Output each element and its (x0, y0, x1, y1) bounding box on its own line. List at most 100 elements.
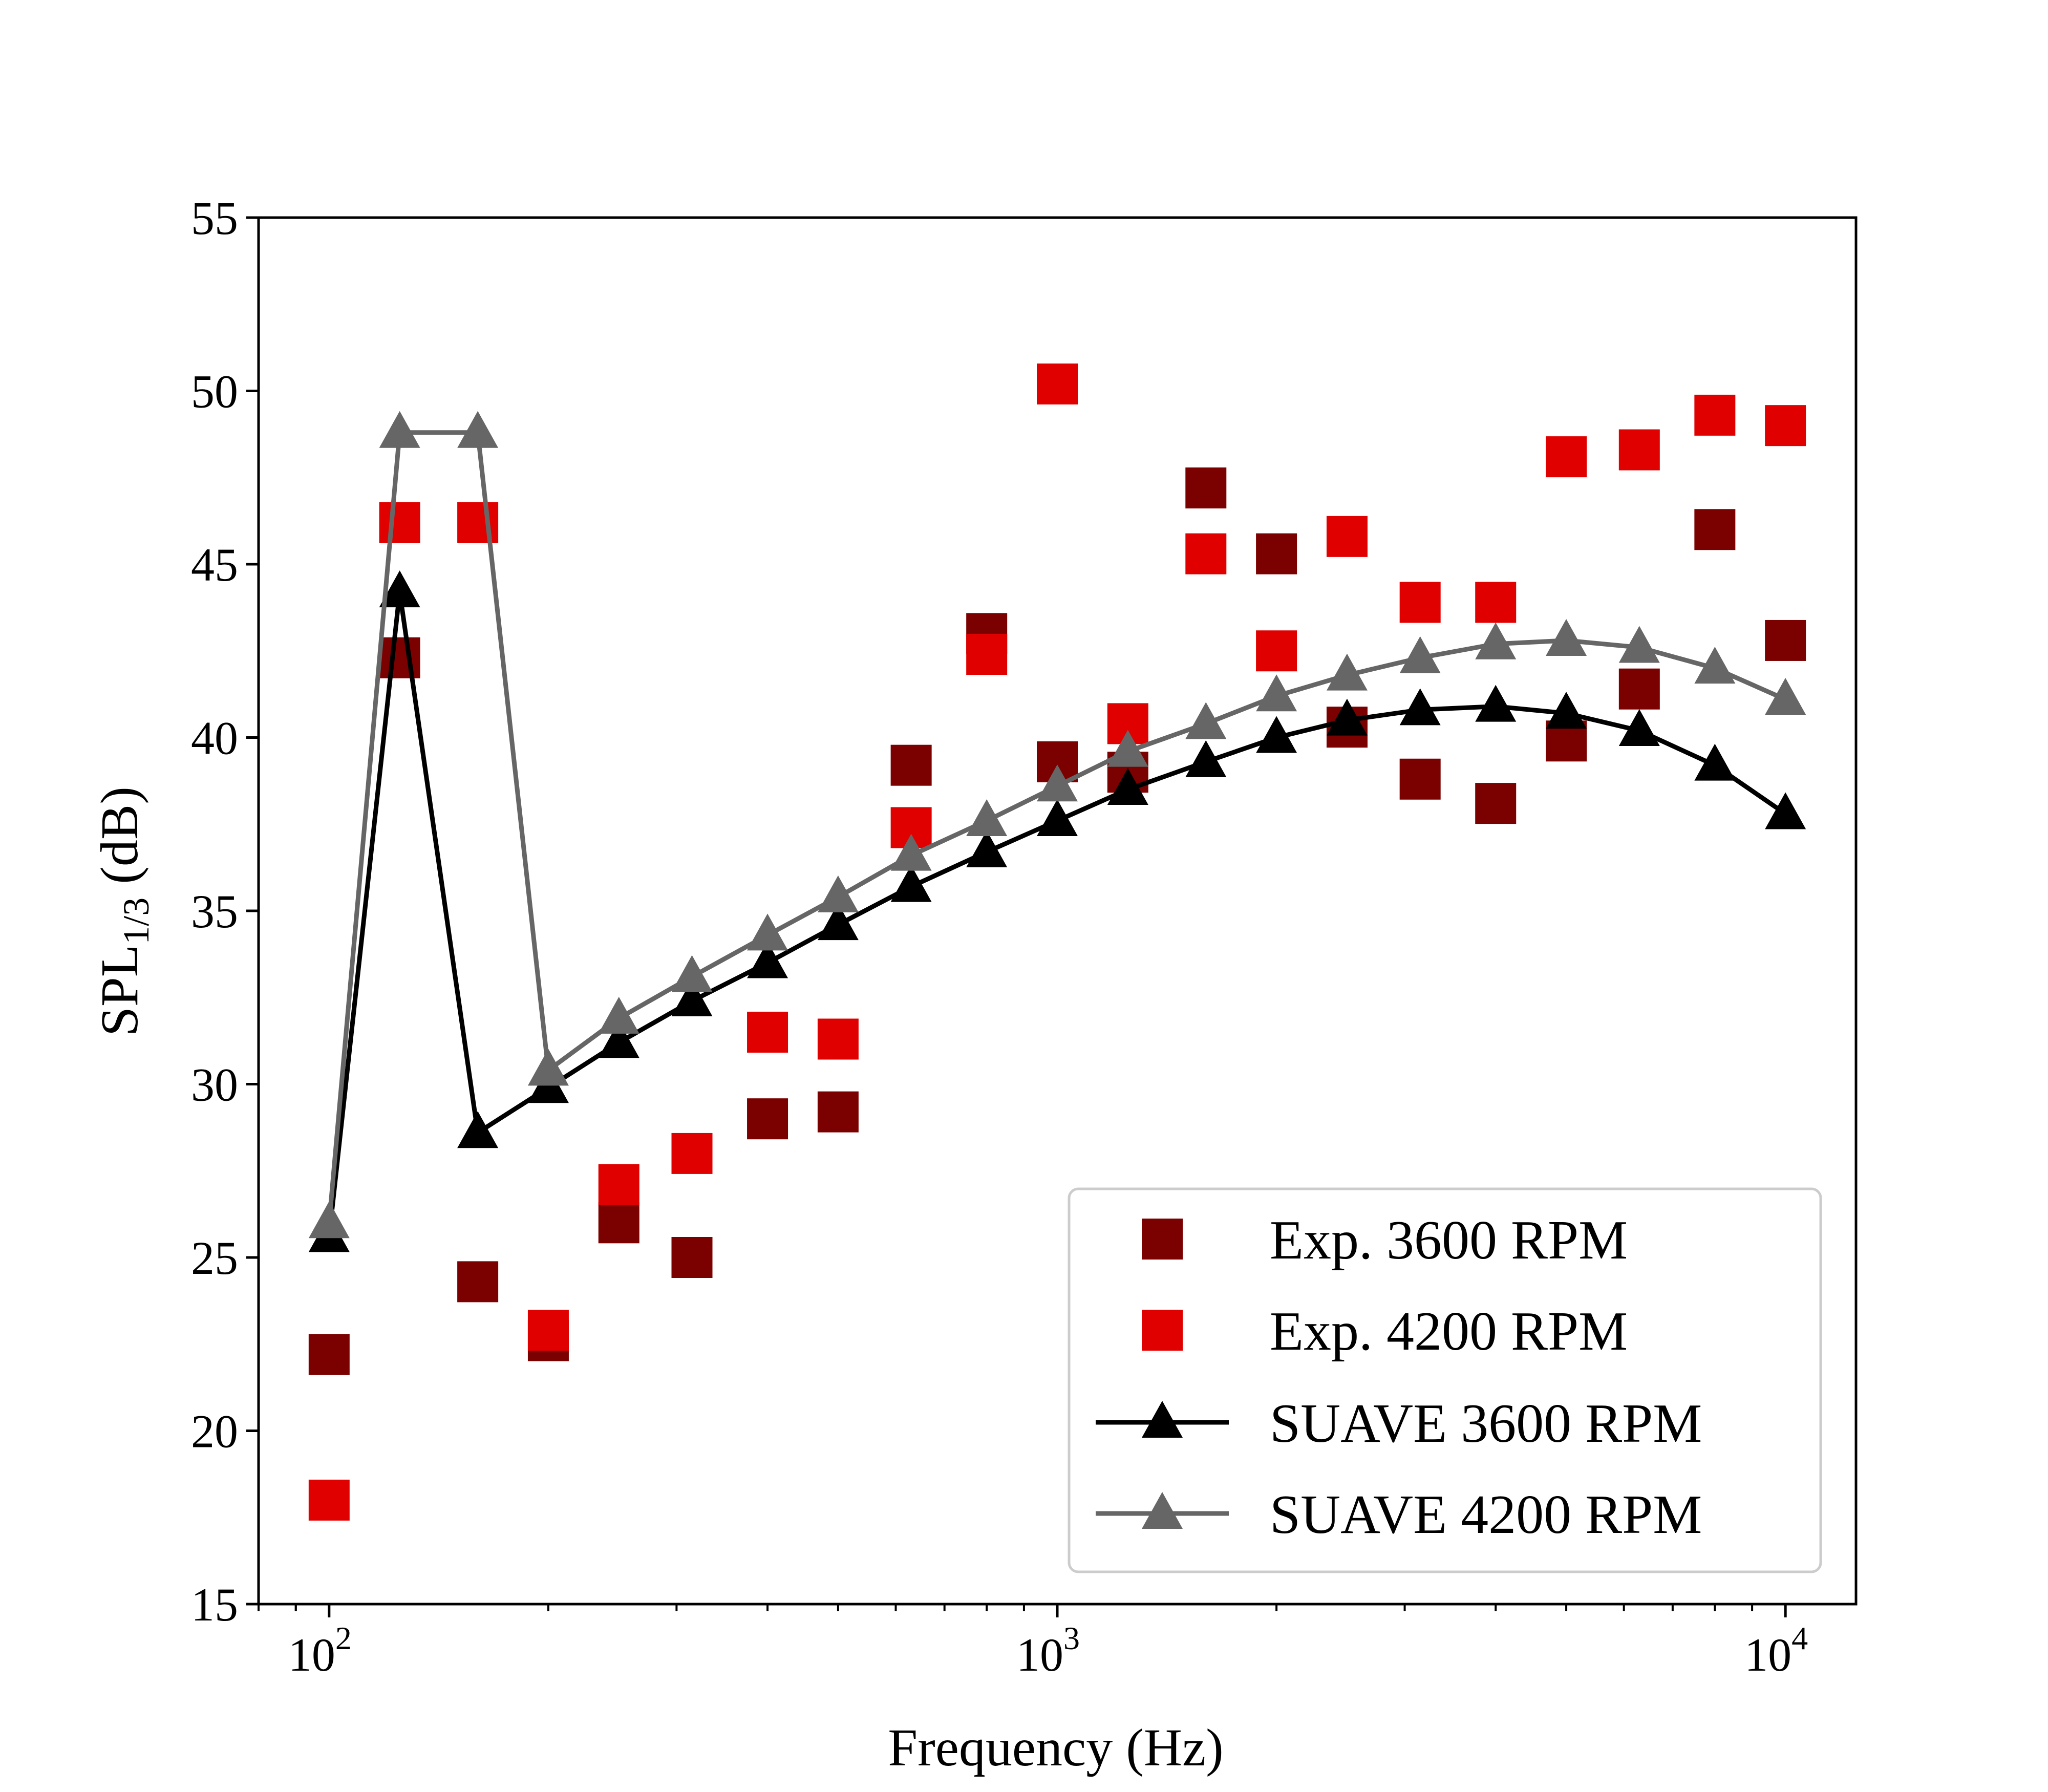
x-tick-label: 104 (1744, 1620, 1808, 1681)
series-4-point (1185, 702, 1227, 739)
x-tick-label-exponent: 2 (335, 1620, 352, 1656)
series-1-point (671, 1237, 713, 1278)
legend-entry-3: SUAVE 3600 RPM (1096, 1393, 1702, 1454)
y-tick-label: 40 (191, 712, 238, 764)
series-3-point (966, 830, 1008, 867)
series-3-point (1256, 716, 1297, 753)
series-4-point (1107, 730, 1148, 767)
series-2 (308, 363, 1806, 1521)
series-1-point (1475, 783, 1517, 824)
y-axis-title-subscript: 1/3 (116, 898, 157, 945)
series-3-point (1618, 709, 1660, 746)
y-tick-label: 35 (191, 885, 238, 937)
series-4-point (1546, 618, 1587, 656)
series-4-point (379, 411, 420, 448)
series-4-point (457, 411, 499, 448)
legend-swatch-marker (1142, 1492, 1183, 1529)
series-1-point (890, 744, 932, 786)
series-1-point (308, 1334, 350, 1375)
series-1-point (817, 1091, 859, 1133)
series-4-point (1399, 636, 1441, 673)
legend-swatch-marker (1142, 1219, 1183, 1260)
series-4-point (671, 955, 713, 992)
series-3-point (671, 979, 713, 1017)
series-2-point (747, 1011, 788, 1053)
series-4-point (1618, 626, 1660, 663)
series-4-point (1326, 653, 1368, 691)
series-3-point (598, 1021, 639, 1058)
series-4 (308, 411, 1806, 1239)
plot-area (308, 363, 1806, 1521)
series-3-point (1765, 792, 1806, 829)
series-1-point (598, 1202, 639, 1244)
series-2-point (1326, 516, 1368, 557)
series-2-point (817, 1018, 859, 1060)
y-tick-label: 20 (191, 1405, 238, 1458)
y-tick-label: 15 (191, 1578, 238, 1631)
legend-entries: Exp. 3600 RPM Exp. 4200 RPM SUAVE 3600 RP… (1096, 1210, 1702, 1545)
series-3 (308, 570, 1806, 1252)
series-4-point (598, 996, 639, 1034)
legend-swatch-marker (1142, 1401, 1183, 1438)
series-4-point (1765, 678, 1806, 715)
series-2-point (598, 1164, 639, 1205)
series-1-point (379, 637, 420, 678)
series-4-point (1475, 622, 1517, 659)
series-1-point (1694, 509, 1736, 550)
x-tick-label: 102 (288, 1620, 352, 1681)
legend-entry-1: Exp. 3600 RPM (1142, 1210, 1628, 1271)
series-3-point (1475, 685, 1517, 722)
series-2-point (1185, 533, 1227, 574)
series-4-point (747, 913, 788, 951)
series-4-point (527, 1049, 569, 1086)
series-1-point (457, 1261, 499, 1303)
x-tick-label: 103 (1016, 1620, 1080, 1681)
series-3-point (1037, 799, 1078, 836)
series-2-point (1037, 363, 1078, 404)
legend-label: SUAVE 3600 RPM (1270, 1393, 1702, 1454)
y-tick-label: 50 (191, 366, 238, 418)
y-tick-label: 30 (191, 1059, 238, 1111)
legend-label: Exp. 3600 RPM (1270, 1210, 1628, 1271)
legend: Exp. 3600 RPM Exp. 4200 RPM SUAVE 3600 RP… (1068, 1187, 1822, 1573)
series-4-point (1256, 674, 1297, 712)
series-3-point (1326, 698, 1368, 736)
y-tick-label: 25 (191, 1232, 238, 1284)
legend-label: SUAVE 4200 RPM (1270, 1484, 1702, 1545)
series-3-point (1546, 692, 1587, 729)
legend-entry-2: Exp. 4200 RPM (1142, 1301, 1628, 1362)
series-4-point (817, 875, 859, 912)
series-4-point (308, 1201, 350, 1239)
series-2-point (379, 502, 420, 543)
series-3-point (817, 903, 859, 941)
series-3-point (1399, 688, 1441, 726)
series-1-point (747, 1098, 788, 1140)
x-tick-label-exponent: 4 (1791, 1620, 1808, 1656)
series-1-point (1256, 533, 1297, 574)
y-axis-title: SPL1/3 (dB) (90, 786, 157, 1036)
legend-swatch-marker (1142, 1310, 1183, 1351)
series-2-point (1256, 630, 1297, 672)
legend-label: Exp. 4200 RPM (1270, 1301, 1628, 1362)
series-4-point (890, 834, 932, 871)
series-4-point (1694, 647, 1736, 684)
series-1-point (1618, 668, 1660, 710)
series-3-point (890, 865, 932, 902)
series-1-point (1185, 467, 1227, 509)
series-4-point (1037, 764, 1078, 802)
series-3-point (1185, 740, 1227, 777)
series-2-point (1765, 405, 1806, 446)
series-1-point (1399, 758, 1441, 800)
x-tick-label-base: 10 (1744, 1629, 1791, 1681)
series-3-point (379, 570, 420, 608)
y-tick-label: 45 (191, 539, 238, 591)
legend-box (1068, 1187, 1822, 1573)
legend-entry-4: SUAVE 4200 RPM (1096, 1484, 1702, 1545)
y-axis-title-unit: (dB) (90, 786, 149, 898)
x-tick-label-base: 10 (288, 1629, 335, 1681)
series-2-point (1399, 582, 1441, 623)
series-2-point (527, 1310, 569, 1351)
series-2-point (1475, 582, 1517, 623)
